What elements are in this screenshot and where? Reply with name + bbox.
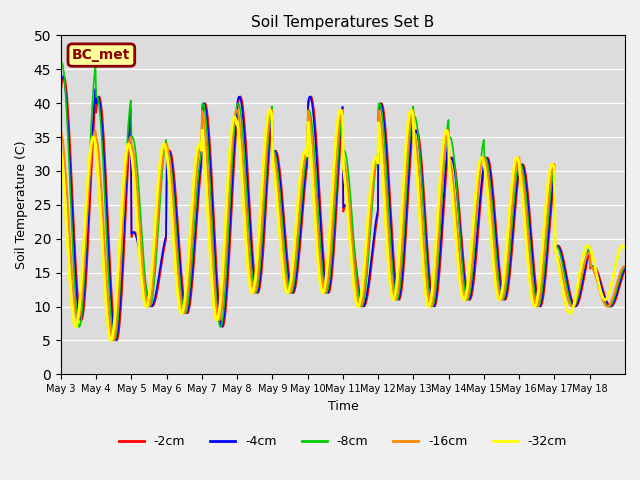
-16cm [257,244,264,250]
-32cm [435,204,442,210]
-4cm [112,337,120,343]
-2cm [113,337,120,343]
-4cm [228,177,236,182]
-8cm [403,186,410,192]
-8cm [228,156,236,162]
Legend: -2cm, -4cm, -8cm, -16cm, -32cm: -2cm, -4cm, -8cm, -16cm, -32cm [114,430,572,453]
-32cm [278,254,285,260]
-8cm [57,60,65,66]
-4cm [435,274,442,279]
-16cm [124,148,132,154]
-16cm [278,228,285,234]
-8cm [257,263,264,268]
-4cm [57,80,65,85]
-32cm [403,135,410,141]
-16cm [57,128,65,134]
-2cm [60,73,68,79]
-2cm [278,183,285,189]
-16cm [403,166,410,171]
-8cm [58,60,65,65]
-4cm [125,135,132,141]
-32cm [107,337,115,343]
-2cm [621,267,629,273]
-16cm [233,107,241,113]
-8cm [278,210,285,216]
Title: Soil Temperatures Set B: Soil Temperatures Set B [252,15,435,30]
-32cm [255,222,263,228]
-32cm [57,147,65,153]
-2cm [435,286,442,291]
-4cm [403,205,410,211]
Line: -32cm: -32cm [61,110,625,340]
-16cm [621,263,629,269]
-16cm [228,148,236,154]
-2cm [125,155,132,160]
Line: -4cm: -4cm [61,76,625,340]
Line: -16cm: -16cm [61,110,625,340]
-32cm [266,107,274,113]
Y-axis label: Soil Temperature (C): Soil Temperature (C) [15,141,28,269]
-4cm [257,274,264,279]
-16cm [109,337,117,343]
-16cm [435,239,442,244]
-8cm [435,256,442,262]
-2cm [257,283,264,288]
-8cm [125,119,132,124]
-2cm [57,89,65,95]
-8cm [621,264,629,269]
-4cm [60,73,67,79]
-32cm [228,128,236,133]
-2cm [403,224,410,230]
-2cm [228,198,236,204]
Text: BC_met: BC_met [72,48,131,62]
-4cm [621,265,629,271]
X-axis label: Time: Time [328,400,358,413]
-32cm [124,142,132,147]
-32cm [621,245,629,251]
Line: -2cm: -2cm [61,76,625,340]
-8cm [111,337,118,343]
Line: -8cm: -8cm [61,62,625,340]
-4cm [278,196,285,202]
